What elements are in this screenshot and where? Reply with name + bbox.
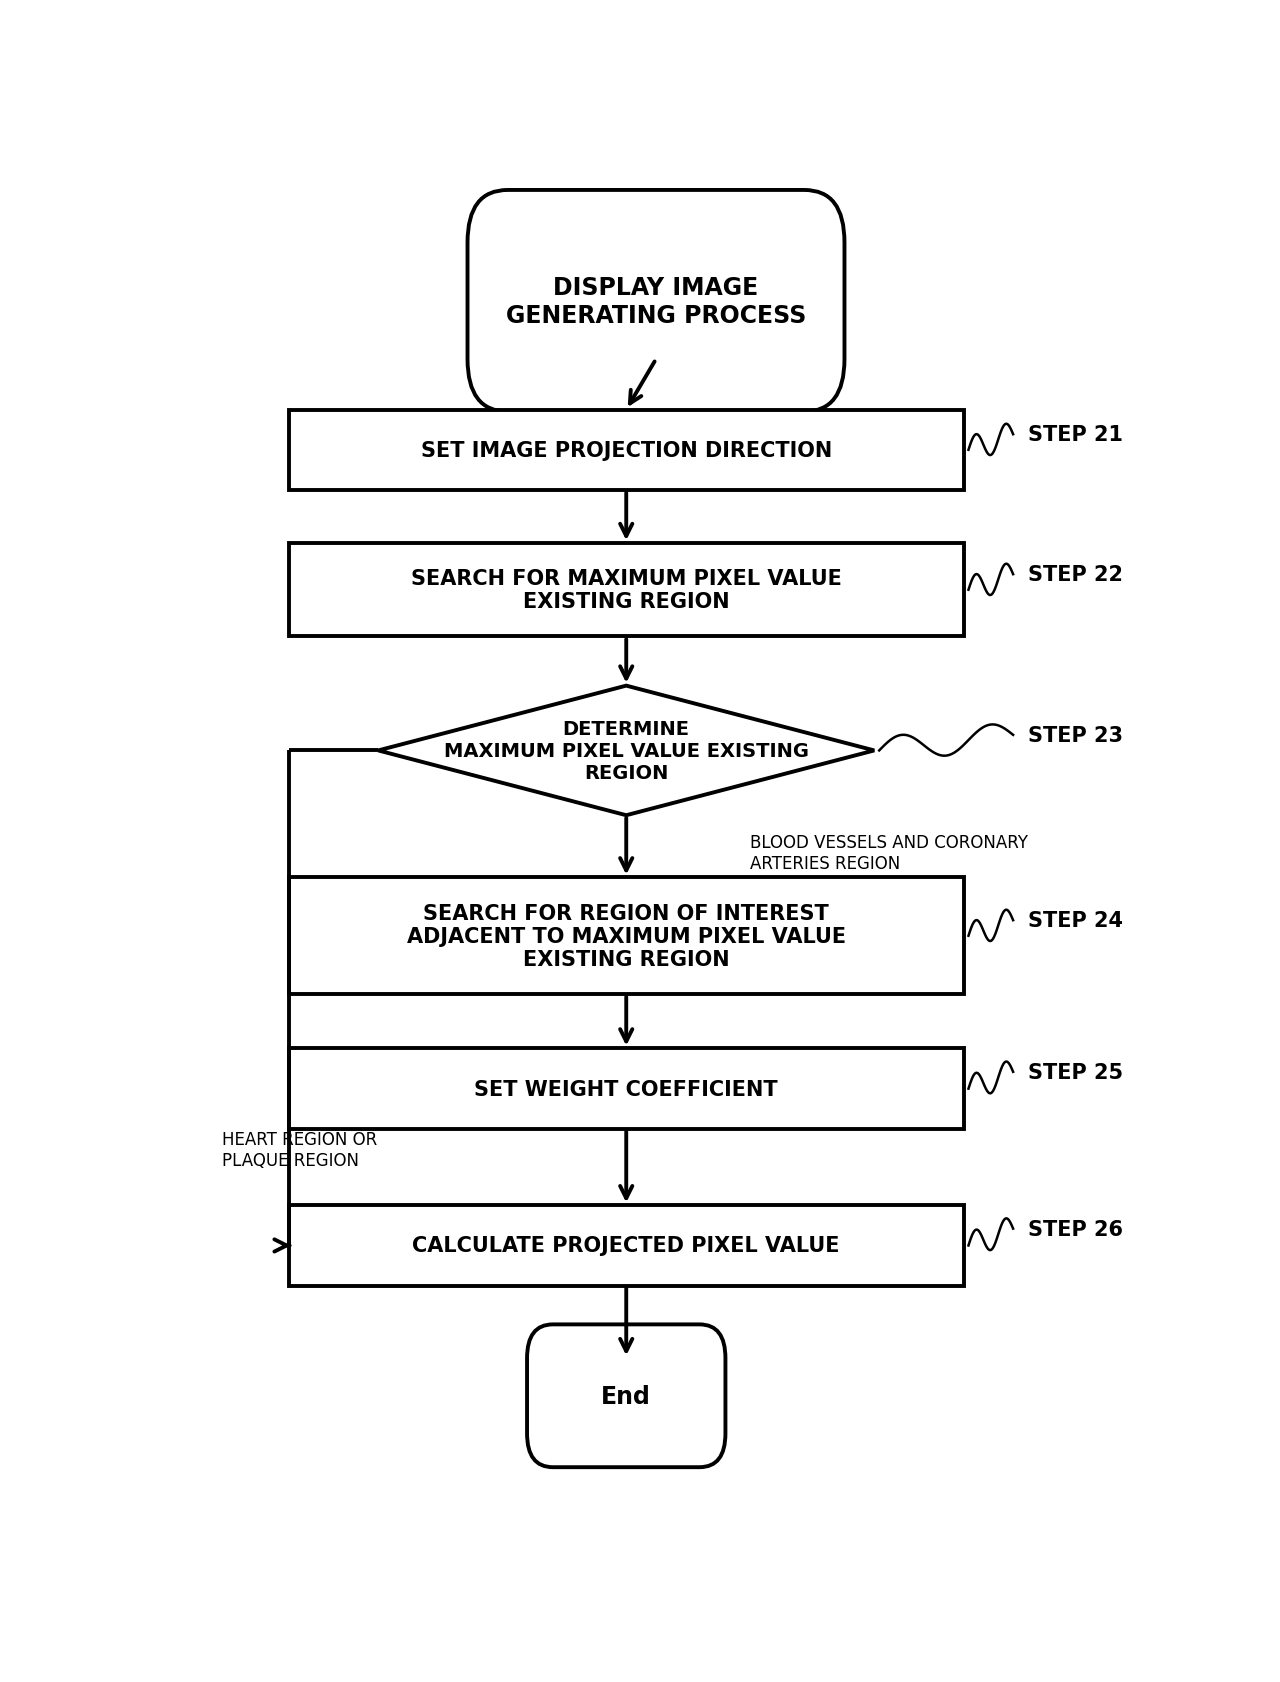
- Text: BLOOD VESSELS AND CORONARY
ARTERIES REGION: BLOOD VESSELS AND CORONARY ARTERIES REGI…: [750, 834, 1028, 873]
- Bar: [289, 878, 964, 994]
- Bar: [289, 410, 964, 491]
- Text: STEP 21: STEP 21: [1028, 426, 1123, 446]
- Bar: [289, 1206, 964, 1285]
- FancyBboxPatch shape: [467, 190, 845, 412]
- Text: SEARCH FOR MAXIMUM PIXEL VALUE
EXISTING REGION: SEARCH FOR MAXIMUM PIXEL VALUE EXISTING …: [411, 569, 842, 612]
- Text: STEP 25: STEP 25: [1028, 1061, 1123, 1082]
- Text: DETERMINE
MAXIMUM PIXEL VALUE EXISTING
REGION: DETERMINE MAXIMUM PIXEL VALUE EXISTING R…: [444, 720, 809, 782]
- Text: STEP 23: STEP 23: [1028, 725, 1123, 745]
- Bar: [289, 543, 964, 637]
- Bar: [289, 1050, 964, 1129]
- Text: SET IMAGE PROJECTION DIRECTION: SET IMAGE PROJECTION DIRECTION: [421, 441, 832, 461]
- Text: SEARCH FOR REGION OF INTEREST
ADJACENT TO MAXIMUM PIXEL VALUE
EXISTING REGION: SEARCH FOR REGION OF INTEREST ADJACENT T…: [407, 903, 846, 969]
- Text: STEP 24: STEP 24: [1028, 910, 1123, 930]
- Text: CALCULATE PROJECTED PIXEL VALUE: CALCULATE PROJECTED PIXEL VALUE: [412, 1236, 840, 1256]
- Polygon shape: [379, 686, 874, 816]
- Text: HEART REGION OR
PLAQUE REGION: HEART REGION OR PLAQUE REGION: [221, 1130, 376, 1169]
- Text: STEP 22: STEP 22: [1028, 565, 1123, 585]
- FancyBboxPatch shape: [527, 1325, 726, 1467]
- Text: End: End: [602, 1384, 652, 1408]
- Text: DISPLAY IMAGE
GENERATING PROCESS: DISPLAY IMAGE GENERATING PROCESS: [506, 276, 806, 328]
- Text: SET WEIGHT COEFFICIENT: SET WEIGHT COEFFICIENT: [475, 1080, 778, 1098]
- Text: STEP 26: STEP 26: [1028, 1219, 1123, 1240]
